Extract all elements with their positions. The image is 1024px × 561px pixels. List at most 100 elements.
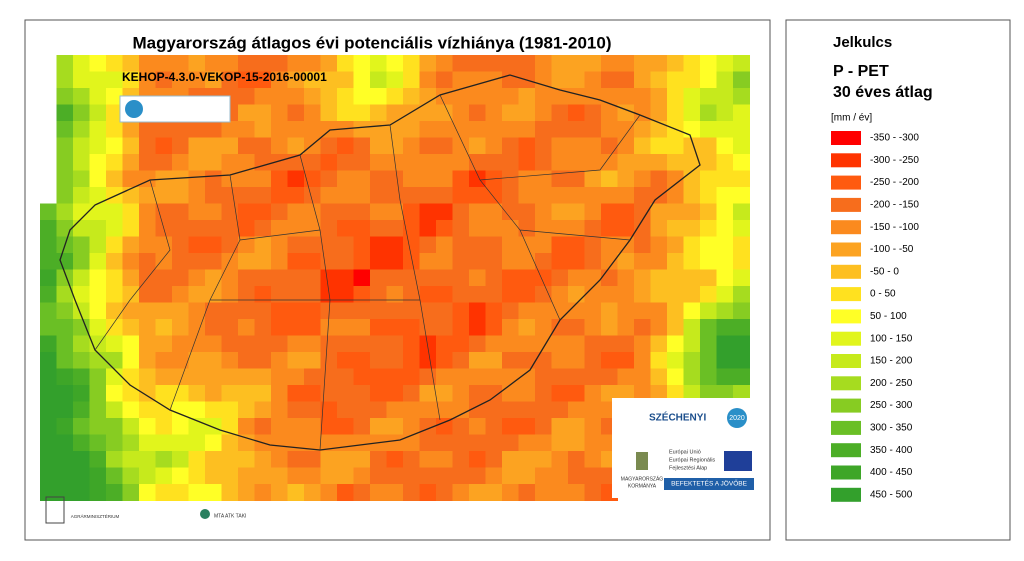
- raster-cell: [568, 434, 585, 452]
- raster-cell: [139, 368, 156, 386]
- raster-cell: [634, 137, 651, 155]
- raster-cell: [304, 484, 321, 501]
- raster-cell: [188, 451, 206, 468]
- raster-cell: [469, 253, 486, 270]
- raster-cell: [56, 55, 74, 72]
- raster-cell: [617, 269, 635, 287]
- raster-cell: [122, 286, 140, 303]
- raster-cell: [287, 335, 305, 353]
- raster-cell: [601, 121, 618, 138]
- raster-cell: [320, 319, 338, 336]
- raster-cell: [73, 121, 90, 138]
- raster-cell: [419, 484, 437, 501]
- raster-cell: [634, 154, 651, 171]
- raster-cell: [73, 451, 90, 468]
- raster-cell: [238, 55, 255, 72]
- raster-cell: [667, 385, 684, 402]
- raster-cell: [502, 368, 519, 386]
- legend-swatch: [831, 242, 861, 257]
- raster-cell: [89, 121, 107, 138]
- legend-label: 150 - 200: [870, 356, 913, 367]
- raster-cell: [535, 451, 552, 468]
- raster-cell: [89, 236, 107, 254]
- raster-cell: [238, 137, 255, 155]
- raster-cell: [370, 55, 387, 72]
- raster-cell: [502, 104, 519, 122]
- raster-cell: [320, 451, 338, 468]
- raster-cell: [238, 352, 255, 369]
- raster-cell: [634, 71, 651, 89]
- raster-cell: [353, 418, 371, 435]
- legend-swatch: [831, 465, 861, 480]
- raster-cell: [56, 187, 74, 204]
- legend-swatch: [831, 487, 861, 502]
- raster-cell: [337, 137, 354, 155]
- raster-cell: [221, 302, 239, 320]
- raster-cell: [518, 55, 536, 72]
- raster-cell: [436, 418, 453, 435]
- raster-cell: [518, 302, 536, 320]
- raster-cell: [106, 319, 123, 336]
- raster-cell: [683, 368, 701, 386]
- raster-cell: [353, 286, 371, 303]
- raster-cell: [304, 220, 321, 237]
- raster-cell: [287, 385, 305, 402]
- raster-cell: [617, 137, 635, 155]
- raster-cell: [700, 286, 717, 303]
- raster-cell: [452, 121, 470, 138]
- raster-cell: [485, 451, 503, 468]
- raster-cell: [683, 253, 701, 270]
- raster-cell: [419, 335, 437, 353]
- raster-cell: [155, 484, 173, 501]
- raster-cell: [535, 88, 552, 105]
- raster-cell: [403, 451, 420, 468]
- raster-cell: [73, 220, 90, 237]
- raster-cell: [56, 467, 74, 485]
- raster-cell: [568, 451, 585, 468]
- raster-cell: [254, 418, 272, 435]
- raster-cell: [287, 236, 305, 254]
- raster-cell: [551, 104, 569, 122]
- raster-cell: [106, 302, 123, 320]
- raster-cell: [271, 434, 288, 452]
- raster-cell: [584, 220, 602, 237]
- government-line: KORMÁNYA: [628, 482, 657, 489]
- raster-cell: [337, 385, 354, 402]
- raster-cell: [535, 71, 552, 89]
- raster-cell: [535, 401, 552, 419]
- raster-cell: [634, 335, 651, 353]
- raster-cell: [733, 253, 750, 270]
- raster-cell: [601, 385, 618, 402]
- raster-cell: [452, 170, 470, 188]
- raster-cell: [320, 368, 338, 386]
- raster-cell: [304, 187, 321, 204]
- raster-cell: [238, 203, 255, 221]
- raster-cell: [419, 220, 437, 237]
- raster-cell: [205, 71, 222, 89]
- raster-cell: [452, 385, 470, 402]
- raster-cell: [271, 236, 288, 254]
- raster-cell: [56, 137, 74, 155]
- raster-cell: [370, 220, 387, 237]
- legend-label: 450 - 500: [870, 489, 913, 500]
- raster-cell: [403, 154, 420, 171]
- raster-cell: [139, 385, 156, 402]
- raster-cell: [568, 335, 585, 353]
- raster-cell: [221, 335, 239, 353]
- raster-cell: [56, 451, 74, 468]
- raster-cell: [700, 269, 717, 287]
- raster-cell: [436, 187, 453, 204]
- raster-cell: [551, 302, 569, 320]
- raster-cell: [353, 170, 371, 188]
- raster-cell: [40, 484, 57, 501]
- raster-cell: [238, 253, 255, 270]
- raster-cell: [73, 401, 90, 419]
- raster-cell: [733, 302, 750, 320]
- raster-cell: [353, 236, 371, 254]
- raster-cell: [221, 286, 239, 303]
- raster-cell: [56, 484, 74, 501]
- raster-cell: [221, 352, 239, 369]
- raster-cell: [568, 137, 585, 155]
- raster-cell: [139, 203, 156, 221]
- raster-cell: [601, 203, 618, 221]
